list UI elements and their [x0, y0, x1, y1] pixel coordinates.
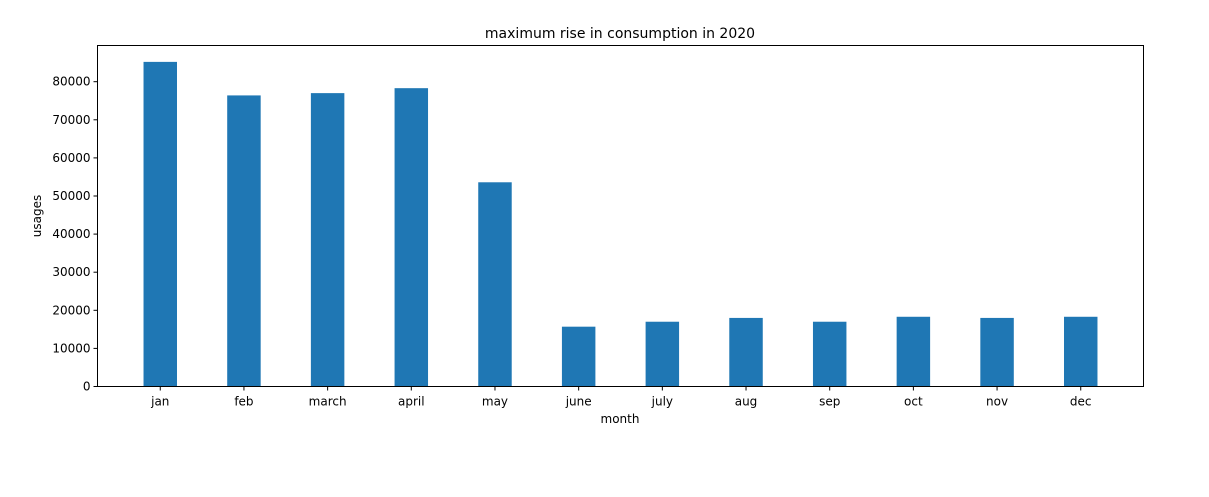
bar-oct: [896, 316, 931, 387]
bar-jan: [143, 61, 177, 387]
x-axis: jan feb march april may june july aug sep oct nov d…: [150, 386, 1092, 409]
chart-title: maximum rise in consumption in 2020: [485, 26, 755, 42]
x-axis-label: month: [601, 412, 640, 426]
bar-nov: [980, 317, 1014, 387]
y-tick-label: 40000: [52, 227, 90, 241]
x-tick-label: march: [309, 395, 347, 409]
x-tick-label: nov: [986, 395, 1008, 409]
bar-july: [645, 321, 680, 387]
x-tick-label: july: [651, 395, 673, 409]
bar-aug: [729, 317, 763, 387]
y-axis-label: usages: [30, 195, 44, 237]
x-tick-label: sep: [819, 395, 840, 409]
bar-may: [478, 182, 512, 387]
y-tick-label: 10000: [52, 341, 90, 355]
y-tick-label: 50000: [52, 189, 90, 203]
y-tick-label: 20000: [52, 303, 90, 317]
x-tick-label: jan: [150, 395, 169, 409]
plot-frame: [97, 45, 1144, 387]
x-tick-label: june: [565, 395, 592, 409]
x-tick-label: may: [482, 395, 508, 409]
bar-april: [394, 88, 429, 387]
x-tick-label: april: [398, 395, 425, 409]
y-tick-label: 60000: [52, 151, 90, 165]
y-tick-label: 80000: [52, 75, 90, 89]
bar-june: [561, 326, 596, 387]
x-tick-label: feb: [234, 395, 253, 409]
bar-dec: [1064, 316, 1098, 387]
x-tick-label: dec: [1070, 395, 1092, 409]
y-tick-label: 30000: [52, 265, 90, 279]
bar-feb: [227, 95, 261, 387]
y-tick-label: 0: [83, 380, 91, 394]
x-tick-label: oct: [904, 395, 923, 409]
y-axis: 0 10000 20000 30000 40000 50000 60000 70000 8000…: [52, 75, 98, 394]
y-tick-label: 70000: [52, 113, 90, 127]
bar-march: [310, 93, 345, 387]
bar-sep: [812, 321, 847, 387]
x-tick-label: aug: [735, 395, 758, 409]
bars-group: [143, 61, 1098, 387]
